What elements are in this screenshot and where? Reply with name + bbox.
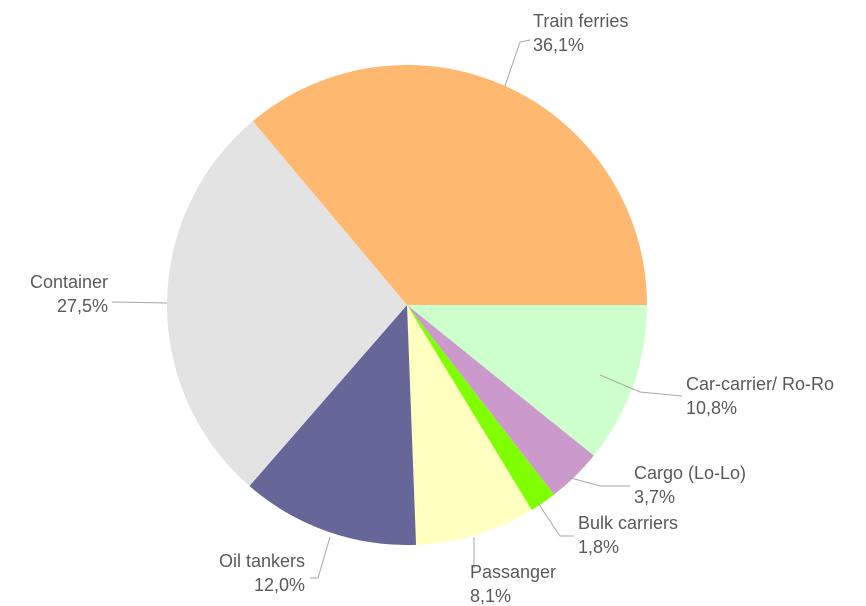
pie-slice	[249, 305, 417, 545]
pie-slice	[167, 121, 407, 487]
slice-value-label: 27,5%	[57, 296, 108, 316]
slice-value-label: 36,1%	[533, 35, 584, 55]
leader-line	[599, 374, 683, 397]
leader-line	[310, 536, 331, 579]
pie-slice	[407, 305, 532, 545]
slice-label: Car-carrier/ Ro-Ro	[686, 374, 834, 394]
slice-label: Cargo (Lo-Lo)	[634, 463, 746, 483]
pie-slice	[252, 64, 647, 306]
slice-value-label: 1,8%	[578, 537, 619, 557]
slice-label: Train ferries	[533, 11, 628, 31]
slice-label: Oil tankers	[219, 551, 305, 571]
pie-slice	[407, 305, 594, 495]
slice-value-label: 10,8%	[686, 398, 737, 418]
leader-line	[504, 39, 531, 87]
slice-value-label: 8,1%	[470, 586, 511, 606]
leader-line	[537, 502, 574, 537]
slice-label: Container	[30, 272, 108, 292]
slice-label: Passanger	[470, 562, 556, 582]
leader-line	[566, 476, 630, 487]
pie-slice	[407, 305, 555, 511]
slice-value-label: 3,7%	[634, 487, 675, 507]
leader-line	[111, 301, 168, 304]
slice-value-label: 12,0%	[254, 575, 305, 595]
pie-slice	[407, 305, 647, 456]
slice-label: Bulk carriers	[578, 513, 678, 533]
